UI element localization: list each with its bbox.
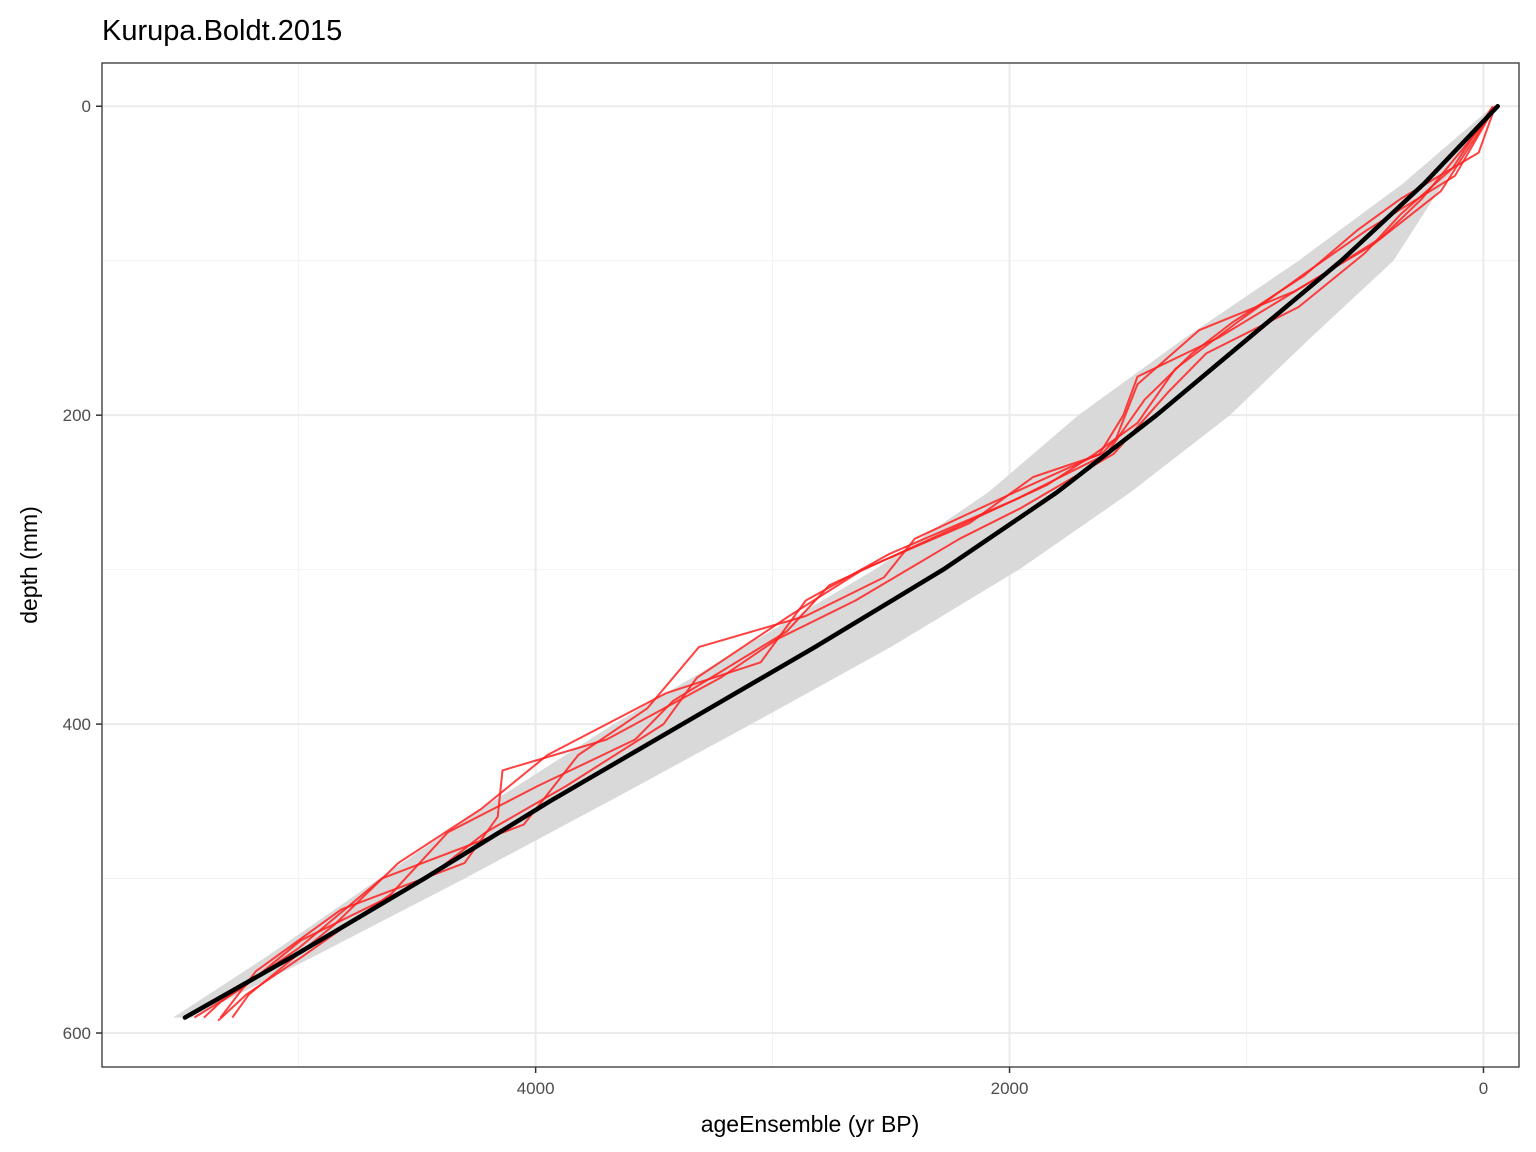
x-tick-label: 0 <box>1479 1079 1488 1098</box>
y-tick-label: 600 <box>63 1024 91 1043</box>
panel-border <box>101 62 1520 1068</box>
median-age-line <box>182 103 1500 1020</box>
y-tick-label: 0 <box>82 97 91 116</box>
y-tick-label: 200 <box>63 406 91 425</box>
plot-panel <box>101 62 1520 1068</box>
y-axis: 0 200 400 600 <box>63 97 102 1043</box>
ensemble-line-5 <box>217 105 1497 1022</box>
median-line-layer <box>182 103 1500 1020</box>
minor-gridlines <box>102 63 1519 1067</box>
x-axis-title: ageEnsemble (yr BP) <box>701 1111 920 1137</box>
ensemble-line-1 <box>231 105 1497 1019</box>
ensemble-lines-layer <box>193 105 1499 1022</box>
y-axis-title: depth (mm) <box>16 506 42 624</box>
x-axis: 4000 2000 0 <box>517 1067 1488 1098</box>
x-tick-label: 4000 <box>517 1079 555 1098</box>
ensemble-line-2 <box>219 105 1494 1019</box>
uncertainty-band-layer <box>173 106 1498 1018</box>
uncertainty-band <box>173 106 1498 1018</box>
chart-title: Kurupa.Boldt.2015 <box>102 15 342 47</box>
y-tick-label: 400 <box>63 715 91 734</box>
major-gridlines <box>102 63 1519 1067</box>
x-tick-label: 2000 <box>991 1079 1029 1098</box>
